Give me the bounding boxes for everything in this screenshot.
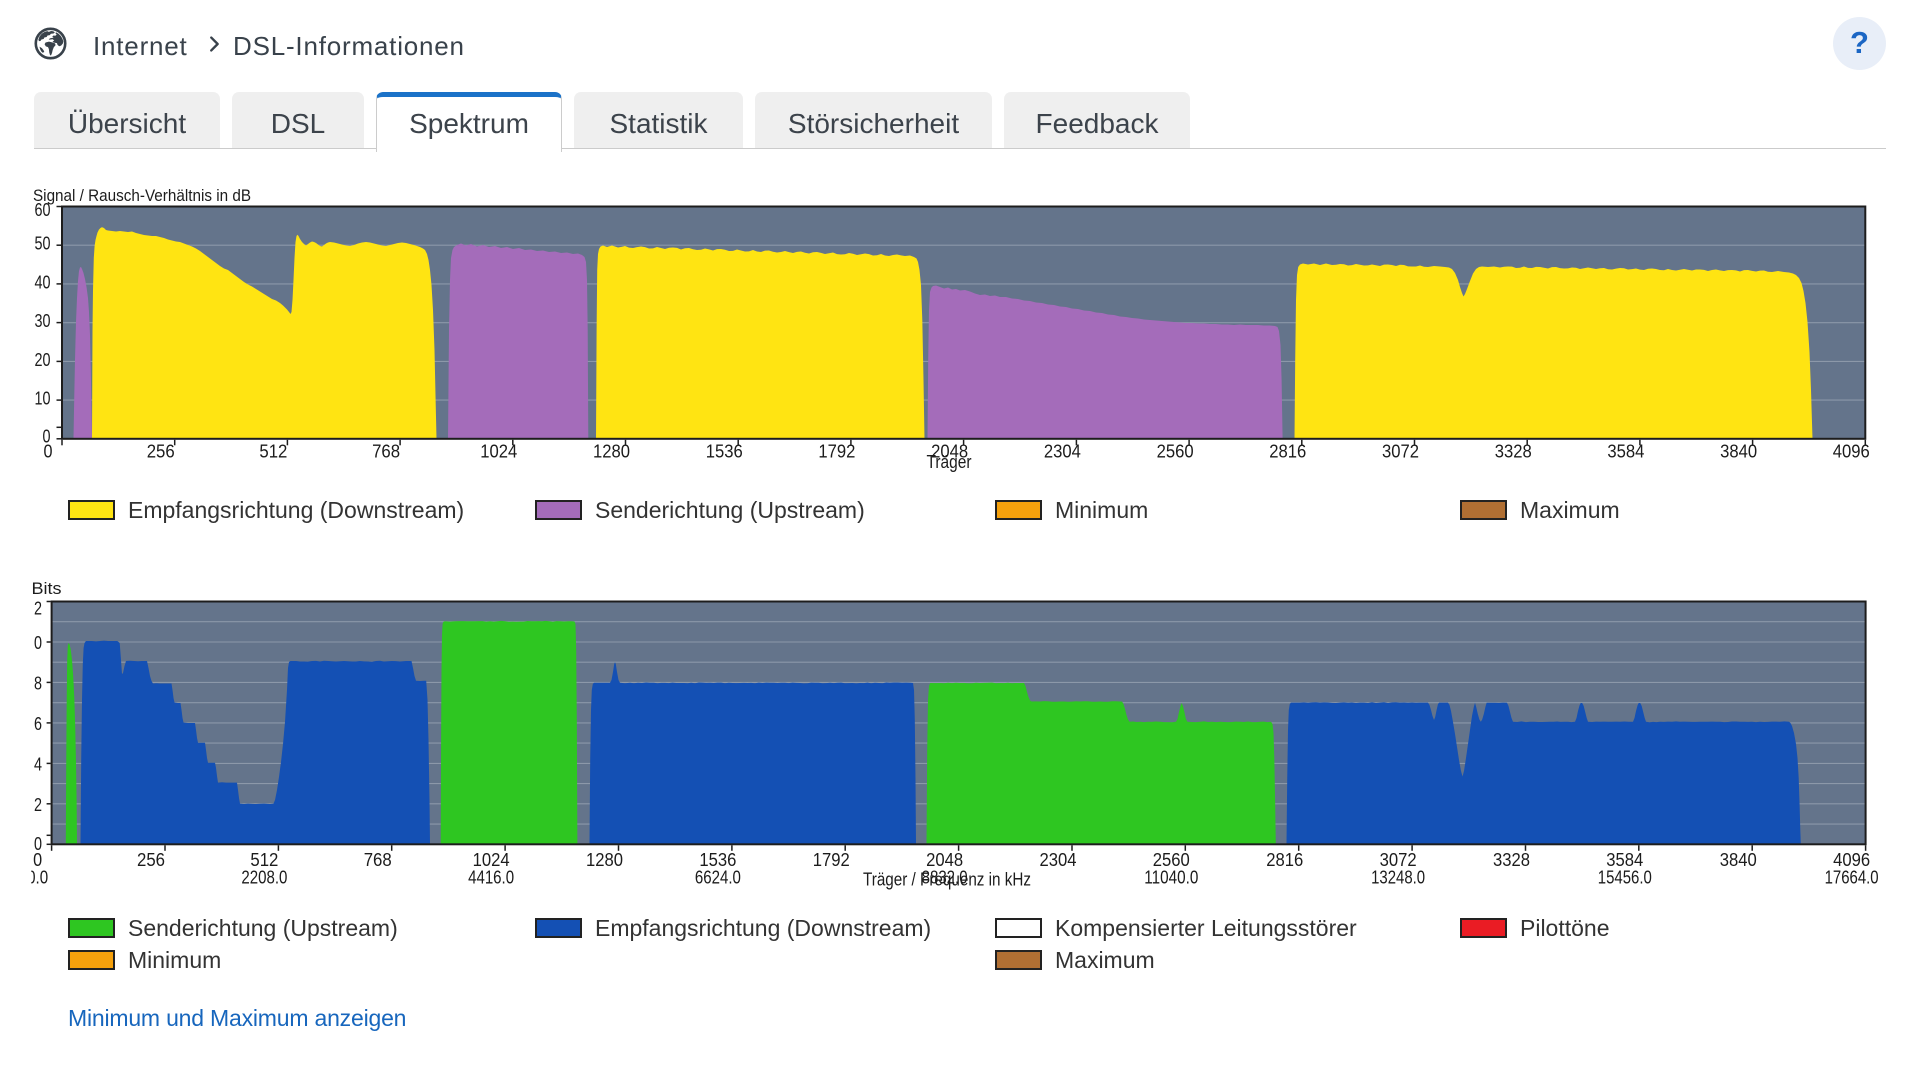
svg-text:1280: 1280 [593,441,630,462]
svg-text:1024: 1024 [480,441,517,462]
svg-text:3840: 3840 [1720,849,1757,870]
svg-text:0: 0 [43,425,51,446]
svg-text:2560: 2560 [1157,441,1194,462]
svg-text:15456.0: 15456.0 [1598,867,1652,888]
svg-text:4416.0: 4416.0 [468,867,514,888]
svg-text:1536: 1536 [706,441,743,462]
svg-text:4096: 4096 [1833,849,1870,870]
svg-text:0: 0 [34,632,42,653]
svg-text:2560: 2560 [1153,849,1190,870]
svg-text:512: 512 [259,441,287,462]
svg-text:2: 2 [34,598,42,619]
svg-text:6: 6 [34,713,42,734]
svg-text:13248.0: 13248.0 [1371,867,1425,888]
svg-text:0: 0 [33,849,42,870]
svg-text:30: 30 [35,310,51,331]
svg-text:256: 256 [147,441,175,462]
svg-text:Träger: Träger [927,452,972,472]
svg-text:2048: 2048 [926,849,963,870]
svg-text:0: 0 [34,833,42,854]
svg-text:40: 40 [35,271,51,292]
svg-text:3840: 3840 [1720,441,1757,462]
svg-text:2816: 2816 [1269,441,1306,462]
svg-text:768: 768 [372,441,400,462]
svg-text:0.0: 0.0 [27,867,48,888]
svg-text:Träger / Frequenz in kHz: Träger / Frequenz in kHz [863,870,1031,890]
svg-text:2: 2 [34,794,42,815]
svg-text:1280: 1280 [586,849,623,870]
svg-text:11040.0: 11040.0 [1144,867,1198,888]
svg-text:4: 4 [34,753,42,774]
svg-text:3072: 3072 [1380,849,1417,870]
svg-text:256: 256 [137,849,165,870]
svg-text:768: 768 [364,849,392,870]
svg-text:0: 0 [44,441,53,462]
svg-text:1536: 1536 [699,849,736,870]
svg-text:2304: 2304 [1044,441,1081,462]
svg-text:8: 8 [34,672,42,693]
svg-text:10: 10 [35,388,51,409]
svg-text:2816: 2816 [1266,849,1303,870]
svg-text:3072: 3072 [1382,441,1419,462]
svg-text:60: 60 [35,199,51,220]
svg-text:3584: 3584 [1606,849,1643,870]
svg-text:3328: 3328 [1495,441,1532,462]
svg-text:8832.0: 8832.0 [922,867,968,888]
svg-text:3584: 3584 [1607,441,1644,462]
svg-text:2048: 2048 [931,441,968,462]
svg-text:4096: 4096 [1833,441,1870,462]
svg-text:50: 50 [35,233,51,254]
svg-text:512: 512 [250,849,278,870]
svg-text:1792: 1792 [818,441,855,462]
svg-text:1024: 1024 [473,849,510,870]
svg-text:Signal / Rausch-Verhältnis in: Signal / Rausch-Verhältnis in dB [33,186,251,205]
svg-text:17664.0: 17664.0 [1825,867,1879,888]
svg-text:6624.0: 6624.0 [695,867,741,888]
svg-text:20: 20 [35,349,51,370]
svg-text:Bits: Bits [32,579,62,598]
svg-text:1792: 1792 [813,849,850,870]
svg-text:3328: 3328 [1493,849,1530,870]
svg-text:2304: 2304 [1040,849,1077,870]
svg-text:2208.0: 2208.0 [241,867,287,888]
